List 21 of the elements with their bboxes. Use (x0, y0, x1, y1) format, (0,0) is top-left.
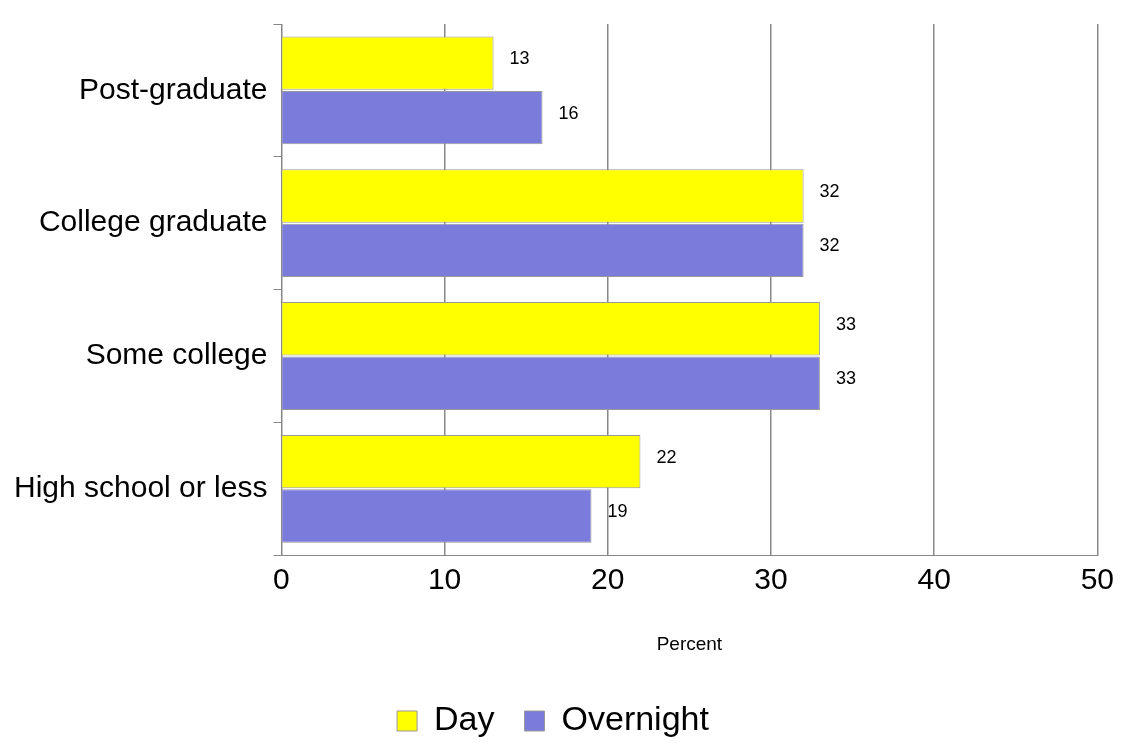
data-label: 32 (819, 180, 840, 201)
legend-label: Day (434, 699, 495, 738)
data-label: 33 (835, 313, 856, 334)
y-tick-label: Some college (85, 337, 268, 371)
data-label: 32 (819, 235, 840, 256)
data-label: 19 (607, 500, 628, 521)
data-label: 33 (835, 368, 856, 389)
x-tick-label: 30 (754, 562, 788, 596)
y-tick-label: Post-graduate (78, 71, 268, 105)
data-label: 22 (656, 446, 677, 467)
x-tick-label: 0 (273, 562, 290, 596)
legend-label: Overnight (561, 699, 710, 738)
x-axis-title: Percent (656, 632, 723, 654)
y-tick-label: College graduate (38, 204, 268, 238)
data-label: 16 (558, 102, 579, 123)
y-tick-label: High school or less (13, 470, 268, 504)
x-tick-label: 10 (427, 562, 462, 596)
data-label: 13 (509, 48, 530, 69)
x-tick-label: 40 (917, 562, 951, 596)
x-tick-label: 50 (1080, 562, 1114, 596)
x-tick-label: 20 (591, 562, 625, 596)
